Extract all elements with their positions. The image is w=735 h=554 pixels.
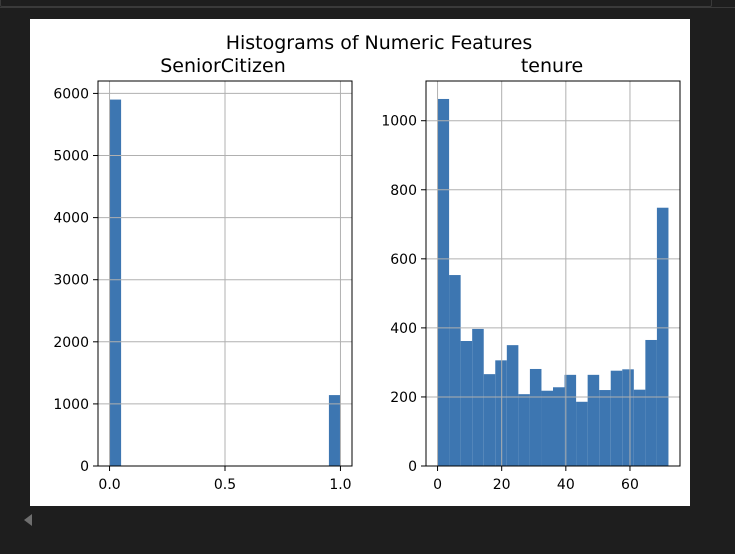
ytick-label-seniorcitizen-0: 0 <box>80 459 89 475</box>
ytick-label-seniorcitizen-3: 3000 <box>53 273 89 289</box>
subplot-seniorcitizen: SeniorCitizen 0.0 0.5 1.0 0 1000 2000 3000 4000… <box>53 55 353 493</box>
xtick-label-seniorcitizen-2: 1.0 <box>329 477 351 493</box>
top-strip-frame <box>0 0 712 7</box>
xtick-label-seniorcitizen-1: 0.5 <box>214 477 236 493</box>
ytick-label-tenure-0: 0 <box>408 459 417 475</box>
top-toolbar-strip <box>0 0 735 8</box>
ytick-label-seniorcitizen-4: 4000 <box>53 211 89 227</box>
bars-tenure <box>437 98 669 467</box>
bar-tenure-7 <box>518 394 530 466</box>
axes-frame-tenure <box>425 80 681 467</box>
bar-tenure-5 <box>495 360 507 466</box>
xtick-label-tenure-2: 40 <box>557 477 575 493</box>
ytick-label-seniorcitizen-2: 2000 <box>53 335 89 351</box>
bar-tenure-3 <box>472 328 484 466</box>
bar-tenure-12 <box>576 401 588 466</box>
bar-tenure-2 <box>460 341 473 466</box>
bar-seniorcitizen-19 <box>328 395 341 466</box>
bar-tenure-13 <box>587 374 600 466</box>
bar-tenure-19 <box>656 207 669 466</box>
bar-tenure-16 <box>622 369 634 466</box>
xtick-label-tenure-3: 60 <box>621 477 639 493</box>
ytick-label-seniorcitizen-5: 5000 <box>53 149 89 165</box>
bar-seniorcitizen-0 <box>109 99 122 466</box>
figure-canvas: Histograms of Numeric Features SeniorCit… <box>30 19 690 506</box>
bar-tenure-15 <box>610 370 623 466</box>
bar-tenure-0 <box>437 98 450 467</box>
ytick-label-seniorcitizen-6: 6000 <box>53 86 89 102</box>
bar-tenure-10 <box>553 387 565 466</box>
bar-tenure-4 <box>483 374 496 466</box>
bars-seniorcitizen <box>109 99 341 466</box>
ytick-label-seniorcitizen-1: 1000 <box>53 397 89 413</box>
bar-tenure-17 <box>633 389 646 466</box>
bar-tenure-14 <box>599 390 611 466</box>
figure-suptitle: Histograms of Numeric Features <box>226 32 533 54</box>
bar-tenure-11 <box>564 374 577 466</box>
bar-tenure-8 <box>529 368 542 466</box>
bar-tenure-1 <box>449 275 461 466</box>
grid-tenure <box>426 81 680 467</box>
ytick-label-tenure-2: 400 <box>390 321 417 337</box>
bar-tenure-18 <box>645 339 657 466</box>
grid-seniorcitizen <box>98 81 352 467</box>
subplot-title-seniorcitizen: SeniorCitizen <box>160 55 286 77</box>
histogram-figure: Histograms of Numeric Features SeniorCit… <box>53 32 681 493</box>
bar-tenure-6 <box>506 345 519 466</box>
ytick-label-tenure-5: 1000 <box>381 114 417 130</box>
xtick-label-tenure-0: 0 <box>433 477 442 493</box>
ticks-seniorcitizen: 0.0 0.5 1.0 0 1000 2000 3000 4000 5000 6000 <box>53 86 351 493</box>
scroll-left-icon[interactable] <box>24 514 32 526</box>
bar-tenure-9 <box>541 390 553 466</box>
subplot-title-tenure: tenure <box>521 55 583 77</box>
xtick-label-seniorcitizen-0: 0.0 <box>98 477 120 493</box>
xtick-label-tenure-1: 20 <box>493 477 511 493</box>
ytick-label-tenure-1: 200 <box>390 390 417 406</box>
ytick-label-tenure-3: 600 <box>390 252 417 268</box>
ytick-label-tenure-4: 800 <box>390 183 417 199</box>
